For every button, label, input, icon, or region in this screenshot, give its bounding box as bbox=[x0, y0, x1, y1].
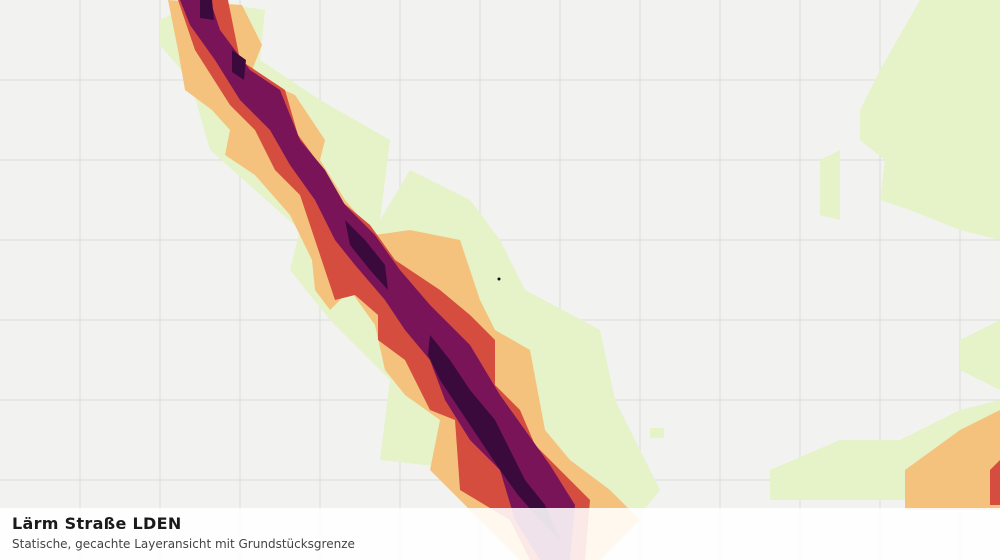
noise-zone-low bbox=[160, 0, 1000, 540]
layer-title: Lärm Straße LDEN bbox=[12, 514, 182, 533]
point bbox=[497, 277, 501, 281]
layer-subtitle: Statische, gecachte Layeransicht mit Gru… bbox=[12, 537, 355, 551]
noise-zone-extreme bbox=[200, 0, 560, 540]
info-panel: Lärm Straße LDEN Statische, gecachte Lay… bbox=[0, 508, 1000, 560]
